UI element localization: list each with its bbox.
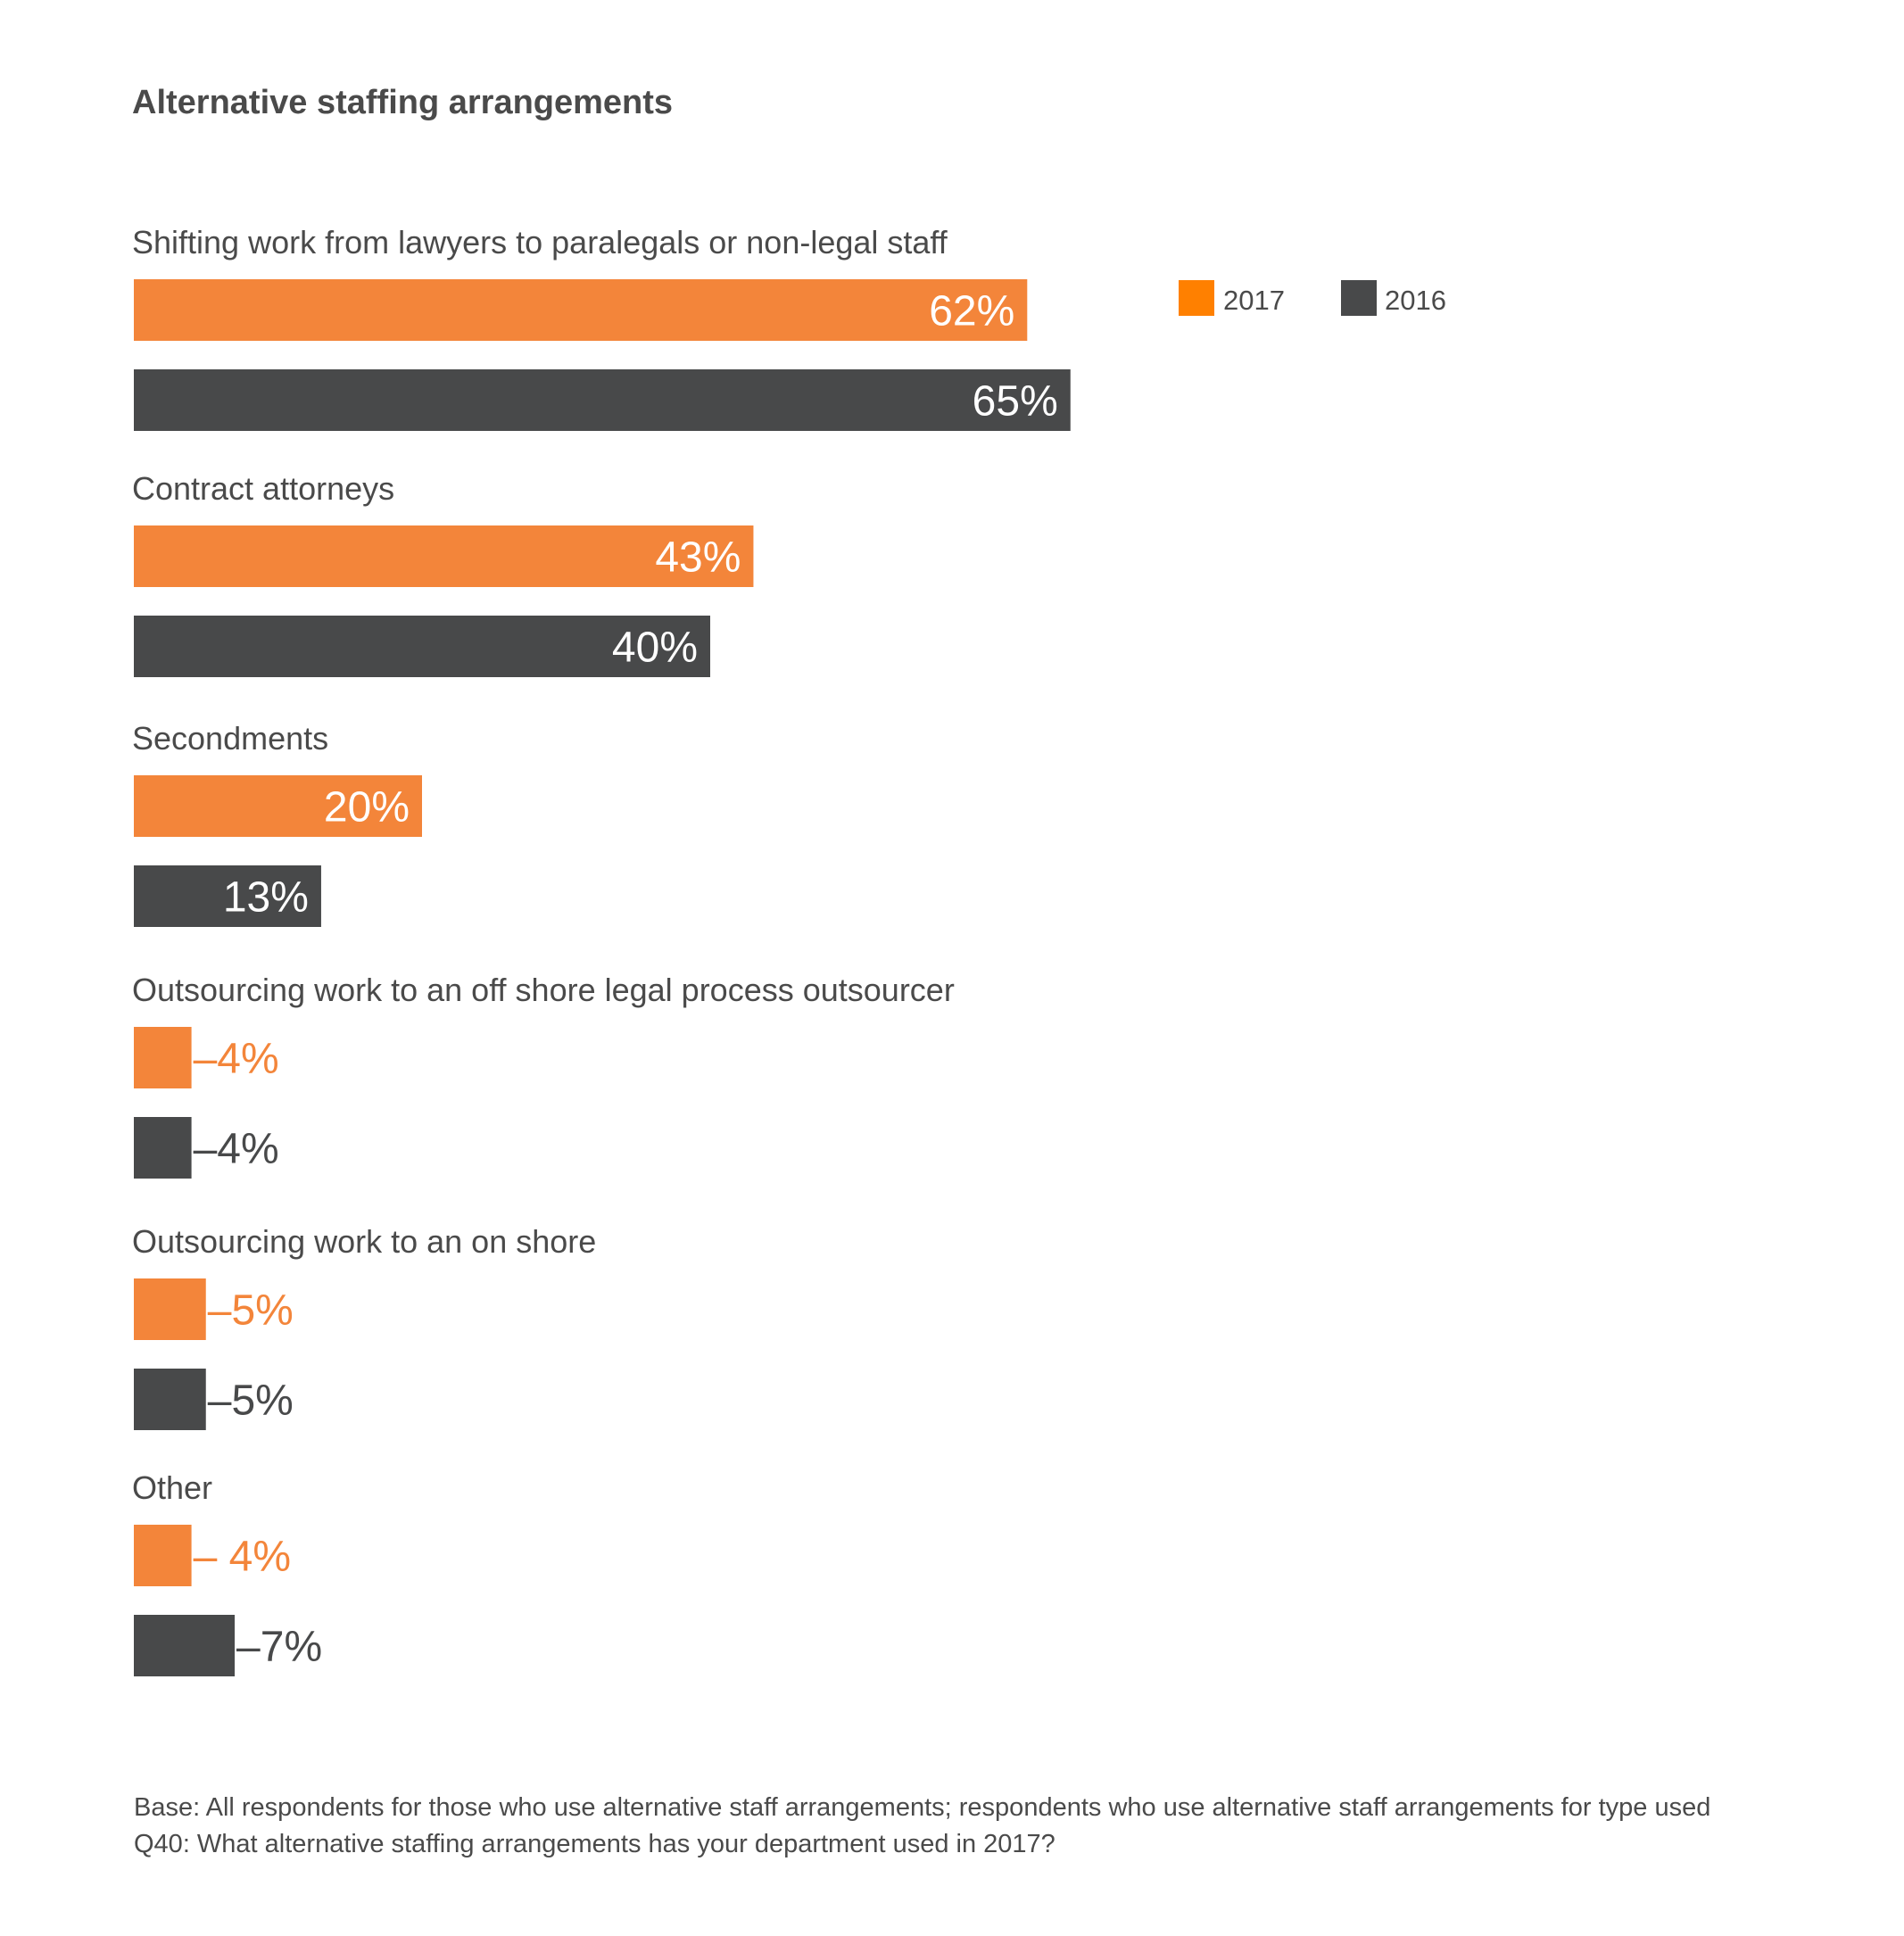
bar-2017-4 <box>134 1278 206 1340</box>
legend-label-2016: 2016 <box>1385 285 1446 316</box>
bar-2017-3 <box>134 1027 192 1088</box>
value-label-2017-2: 20% <box>324 784 410 831</box>
category-label: Outsourcing work to an on shore <box>132 1223 596 1260</box>
bar-2017-2 <box>134 775 422 837</box>
legend-swatch-2016 <box>1341 280 1377 316</box>
category-label: Secondments <box>132 720 328 757</box>
category-label: Outsourcing work to an off shore legal p… <box>132 972 955 1008</box>
chart-title: Alternative staffing arrangements <box>132 84 673 121</box>
question-note: Q40: What alternative staffing arrangeme… <box>134 1830 1055 1858</box>
value-label-2016-2: 13% <box>223 874 309 922</box>
legend-label-2017: 2017 <box>1223 285 1285 316</box>
value-label-2016-3: –4% <box>194 1126 279 1173</box>
value-label-2017-0: 62% <box>929 288 1014 335</box>
value-label-2016-5: –7% <box>236 1624 322 1671</box>
bar-2016-0 <box>134 369 1071 431</box>
bar-2017-1 <box>134 525 754 587</box>
bar-2016-1 <box>134 616 710 677</box>
value-label-2017-5: – 4% <box>194 1534 291 1581</box>
value-label-2017-4: –5% <box>208 1287 294 1335</box>
category-label: Shifting work from lawyers to paralegals… <box>132 224 948 261</box>
bars-group: Shifting work from lawyers to paralegals… <box>132 224 1071 1676</box>
category-label: Contract attorneys <box>132 470 394 507</box>
bar-2016-3 <box>134 1117 192 1179</box>
bar-2016-2 <box>134 865 321 927</box>
value-label-2017-3: –4% <box>194 1036 279 1083</box>
bar-2016-5 <box>134 1615 236 1676</box>
value-label-2016-0: 65% <box>973 378 1058 426</box>
bar-2016-4 <box>134 1369 206 1430</box>
value-label-2016-1: 40% <box>612 625 698 672</box>
bar-2017-0 <box>134 279 1028 341</box>
base-note: Base: All respondents for those who use … <box>134 1793 1710 1822</box>
legend: 2017 2016 <box>1179 280 1446 316</box>
legend-swatch-2017 <box>1179 280 1214 316</box>
value-label-2016-4: –5% <box>208 1378 294 1425</box>
bar-2017-5 <box>134 1525 192 1586</box>
category-label: Other <box>132 1469 212 1506</box>
value-label-2017-1: 43% <box>655 534 741 582</box>
